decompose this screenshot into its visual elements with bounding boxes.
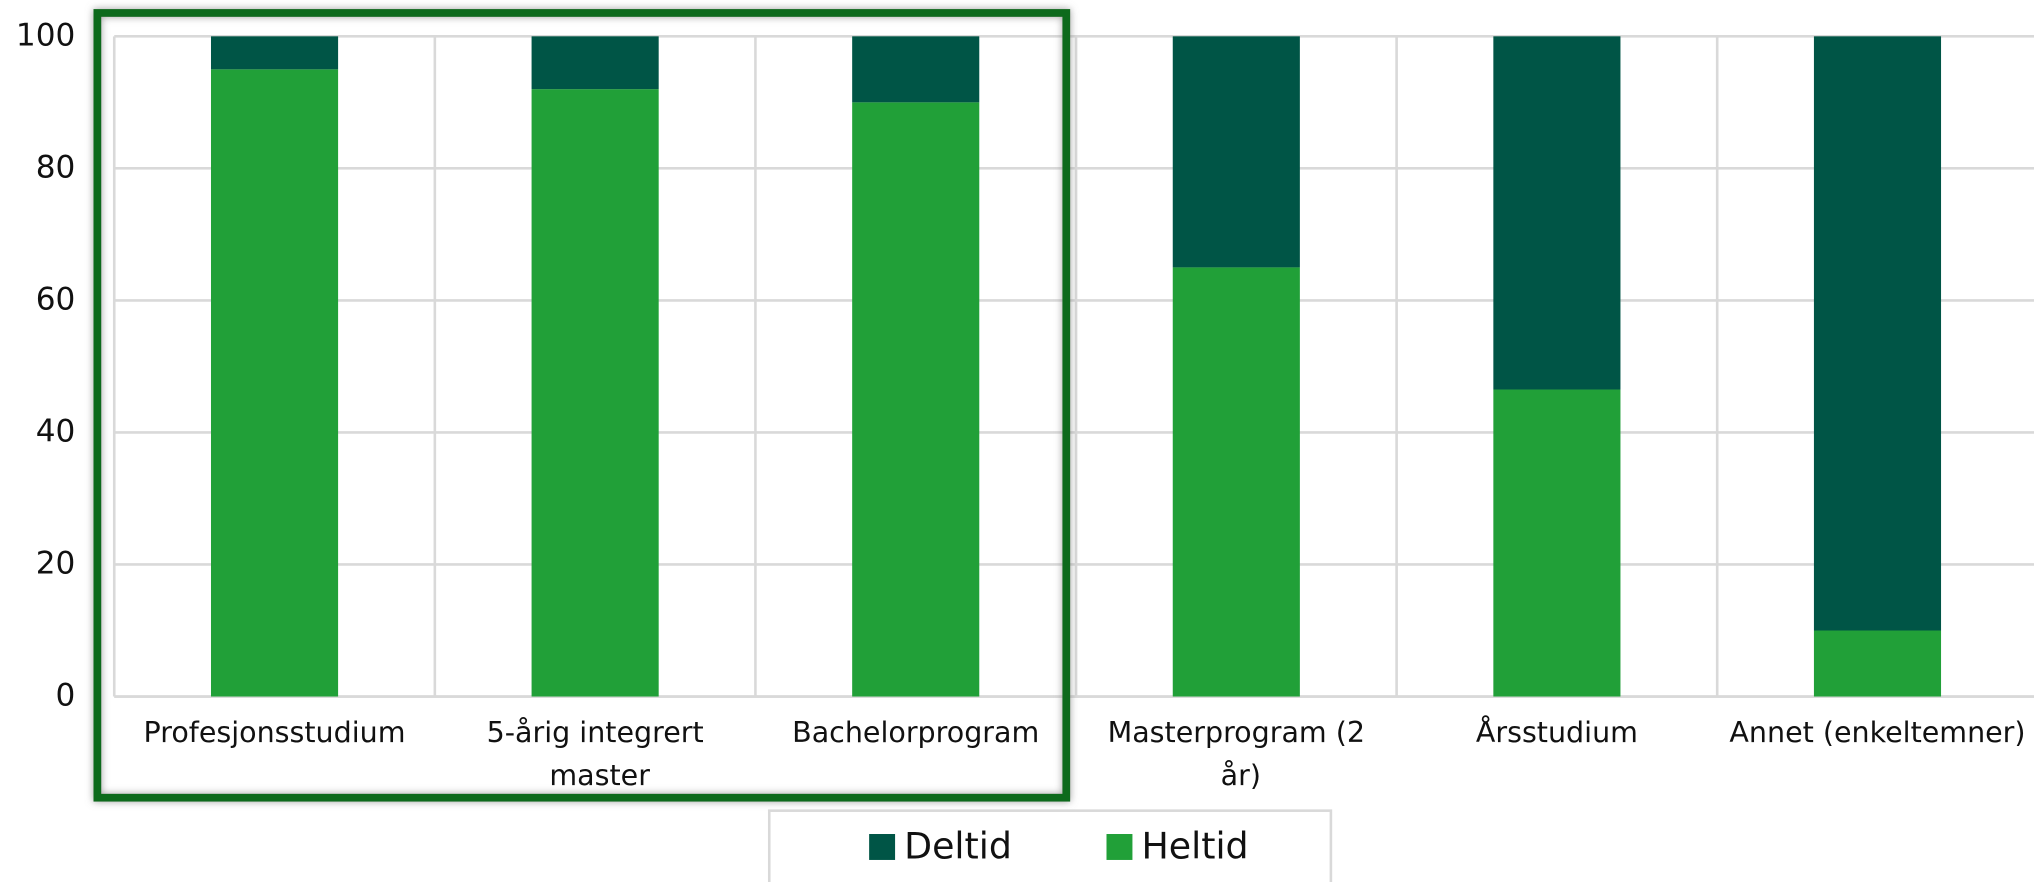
bar-segment xyxy=(210,69,339,697)
bar-segment xyxy=(852,102,980,697)
legend-label: Heltid xyxy=(1142,824,1249,867)
legend-swatch xyxy=(1106,834,1133,860)
y-tick-label: 60 xyxy=(36,281,76,317)
y-tick-label: 20 xyxy=(36,545,76,581)
bar-segment xyxy=(1493,36,1621,390)
y-tick-label: 40 xyxy=(36,413,76,449)
y-tick-label: 80 xyxy=(36,149,76,185)
y-tick-label: 0 xyxy=(56,678,76,714)
plot-area: 0 20 40 60 80 100 Profesjonsstudium 5-årig inte… xyxy=(16,17,2034,792)
bar-segment xyxy=(1813,630,1942,697)
legend-label: Deltid xyxy=(904,824,1012,867)
legend-swatch xyxy=(869,834,896,860)
x-tick-label: 5-årig integrert master xyxy=(487,716,704,792)
highlight-box xyxy=(93,9,1071,802)
bar-segment xyxy=(1493,389,1621,697)
bar-segment xyxy=(852,36,980,103)
x-tick-label: Bachelorprogram xyxy=(792,716,1039,749)
x-tick-label: Masterprogram (2 år) xyxy=(1108,716,1365,792)
bar-segment xyxy=(531,36,659,90)
x-tick-label: Årsstudium xyxy=(1476,715,1638,749)
bar-segment xyxy=(531,89,659,697)
bar-segment xyxy=(1172,267,1300,697)
bar-segment xyxy=(210,36,339,70)
bar-segment xyxy=(1813,36,1942,631)
legend xyxy=(767,809,1333,882)
y-tick-label: 100 xyxy=(16,17,75,53)
bar-segment xyxy=(1172,36,1300,268)
x-tick-label: Annet (enkeltemner) xyxy=(1729,716,2025,749)
x-tick-label: Profesjonsstudium xyxy=(144,716,406,749)
